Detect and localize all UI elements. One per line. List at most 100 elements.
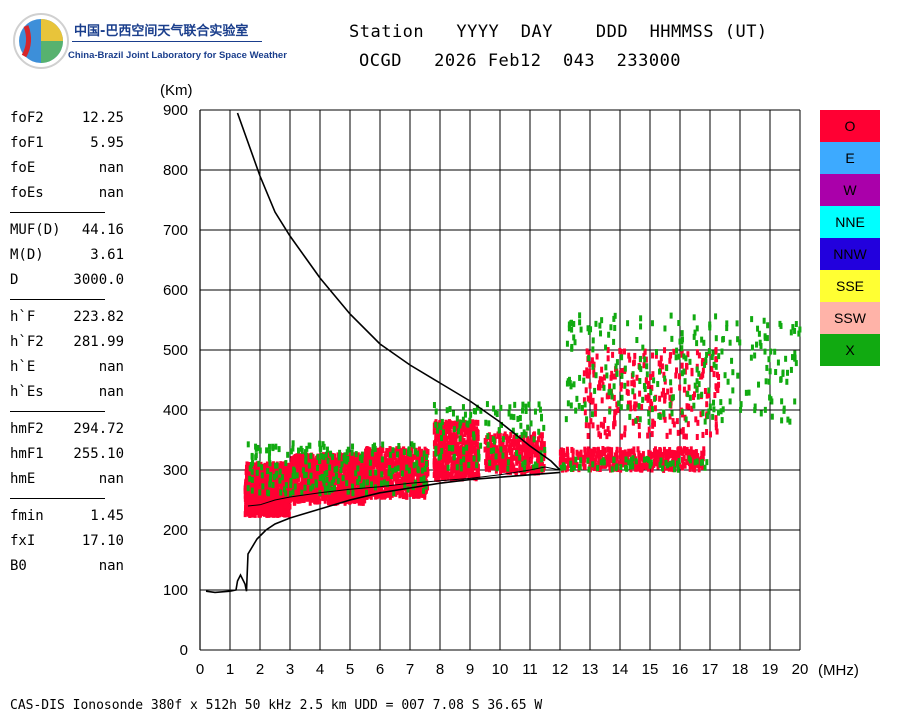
echo-point-x	[445, 407, 449, 414]
echo-point-o	[611, 460, 615, 467]
echo-point-o	[518, 466, 522, 473]
echo-point-o	[630, 380, 634, 387]
echo-point-o	[282, 465, 286, 472]
echo-point-x	[756, 325, 760, 332]
echo-point-x	[254, 452, 258, 459]
echo-point-o	[690, 370, 694, 377]
echo-point-o	[256, 497, 260, 504]
echo-point-o	[260, 492, 264, 499]
echo-point-x	[626, 320, 630, 327]
echo-point-o	[261, 477, 265, 484]
echo-point-x	[774, 369, 778, 376]
echo-point-x	[693, 459, 697, 466]
echo-point-o	[582, 397, 586, 404]
echo-point-o	[617, 460, 621, 467]
echo-point-x	[543, 446, 547, 453]
echo-point-o	[391, 460, 395, 467]
echo-point-o	[443, 421, 447, 428]
echo-point-x	[767, 356, 771, 363]
echo-point-o	[369, 493, 373, 500]
echo-point-x	[671, 460, 675, 467]
echo-point-o	[342, 496, 346, 503]
echo-point-o	[248, 511, 252, 518]
echo-point-x	[318, 475, 322, 482]
echo-point-o	[352, 493, 356, 500]
echo-point-x	[499, 404, 503, 411]
echo-point-x	[406, 486, 410, 493]
x-axis-unit: (MHz)	[818, 662, 859, 679]
echo-point-x	[786, 369, 790, 376]
echo-point-o	[658, 395, 662, 402]
echo-point-x	[330, 479, 334, 486]
echo-point-o	[306, 486, 310, 493]
echo-point-x	[631, 388, 635, 395]
param-value: nan	[98, 471, 124, 487]
echo-point-o	[371, 462, 375, 469]
echo-point-o	[609, 466, 613, 473]
echo-point-o	[361, 486, 365, 493]
echo-point-x	[360, 457, 364, 464]
echo-point-x	[712, 361, 716, 368]
echo-point-o	[302, 479, 306, 486]
echo-point-o	[245, 467, 249, 474]
echo-point-x	[569, 383, 573, 390]
echo-point-o	[257, 502, 261, 509]
echo-point-x	[699, 459, 703, 466]
echo-point-o	[346, 466, 350, 473]
echo-point-o	[679, 351, 683, 358]
echo-point-x	[374, 469, 378, 476]
echo-point-x	[516, 415, 520, 422]
echo-point-x	[451, 410, 455, 417]
echo-point-x	[272, 474, 276, 481]
echo-point-o	[532, 447, 536, 454]
echo-point-o	[420, 491, 424, 498]
echo-point-x	[346, 488, 350, 495]
echo-point-x	[697, 370, 701, 377]
echo-point-o	[316, 461, 320, 468]
echo-point-o	[646, 465, 650, 472]
echo-point-x	[422, 475, 426, 482]
echo-point-o	[333, 494, 337, 501]
echo-point-o	[291, 495, 295, 502]
echo-point-x	[712, 406, 716, 413]
echo-point-o	[620, 458, 624, 465]
echo-point-o	[325, 465, 329, 472]
trace-profile-line	[247, 466, 561, 507]
echo-point-o	[705, 392, 709, 399]
echo-point-o	[386, 491, 390, 498]
echo-point-x	[586, 325, 590, 332]
echo-point-o	[255, 505, 259, 512]
echo-point-x	[301, 467, 305, 474]
echo-point-x	[739, 401, 743, 408]
echo-point-o	[605, 433, 609, 440]
echo-point-o	[592, 457, 596, 464]
echo-point-x	[797, 330, 801, 337]
echo-point-o	[682, 446, 686, 453]
echo-point-o	[312, 461, 316, 468]
echo-point-o	[710, 365, 714, 372]
echo-point-o	[287, 472, 291, 479]
echo-point-o	[598, 432, 602, 439]
echo-point-x	[351, 490, 355, 497]
param-name: hmF1	[10, 446, 44, 462]
echo-point-x	[657, 412, 661, 419]
echo-point-o	[676, 429, 680, 436]
axis-ticks: 0 1 2 3 4 5 6 7 8 9 10 11 12 13 14 15 16 17 18 19 2001002003…	[163, 102, 808, 678]
echo-point-x	[765, 364, 769, 371]
echo-point-o	[694, 450, 698, 457]
echo-point-o	[586, 432, 590, 439]
echo-point-o	[508, 460, 512, 467]
echo-point-o	[654, 449, 658, 456]
echo-point-o	[603, 447, 607, 454]
x-tick-label: 0	[196, 661, 204, 678]
echo-point-x	[682, 368, 686, 375]
echo-point-x	[274, 443, 278, 450]
echo-point-o	[458, 475, 462, 482]
echo-point-x	[683, 378, 687, 385]
echo-point-x	[660, 465, 664, 472]
echo-point-x	[723, 372, 727, 379]
echo-point-o	[518, 444, 522, 451]
echo-point-x	[441, 429, 445, 436]
echo-point-x	[677, 458, 681, 465]
echo-point-x	[708, 403, 712, 410]
